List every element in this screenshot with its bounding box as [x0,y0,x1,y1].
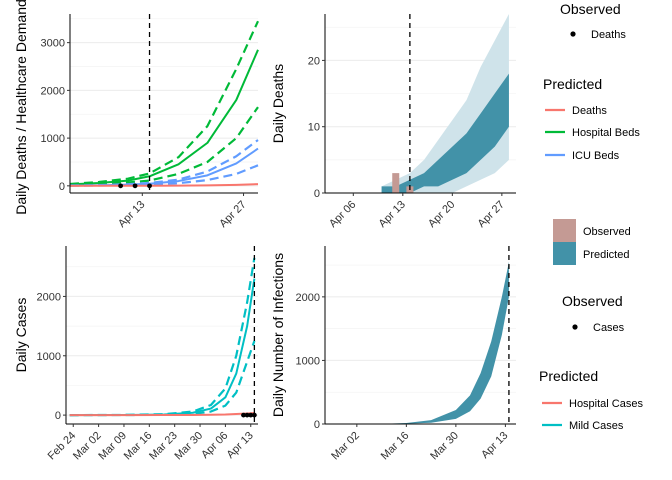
y-tick-label: 2000 [41,85,65,97]
icu-beds-upper-line [69,139,259,187]
x-tick-label: Mar 16 [379,430,412,463]
legend-cases: Observed Cases Predicted Hospital Cases … [539,293,643,432]
y-axis-title: Daily Number of Infections [270,253,286,417]
hospital-beds-median-line [69,49,259,186]
x-tick-label: Apr 13 [224,430,255,461]
x-tick-label: Apr 13 [116,199,147,230]
hospital-beds-upper-line [69,20,260,186]
predicted-band [381,261,509,424]
panel-daily-infections: 0 1000 2000 Mar 02 Mar 16 Mar 30 Apr 13 Daily N… [270,246,516,462]
legend-observed-title: Observed [560,1,621,17]
x-tick-label: Apr 13 [377,199,408,230]
icu-beds-median-line [69,147,259,187]
x-tick-label: Apr 06 [327,199,358,230]
legend-bar-fill: Observed Predicted [553,219,631,265]
y-tick-label: 1000 [41,133,65,145]
x-tick-label: Mar 30 [428,430,461,463]
legend-observed-fill-swatch [553,219,576,242]
y-tick-label: 2000 [296,292,320,304]
observed-point [248,412,254,418]
legend-observed-fill-label: Observed [583,226,631,238]
mild-cases-lower-line [69,340,256,417]
legend-predicted-title: Predicted [543,76,602,92]
observed-point [241,412,246,418]
observed-point [244,412,250,418]
y-tick-label: 0 [55,410,61,422]
panel-daily-deaths: 0 10 20 Apr 06 Apr 13 Apr 20 Apr 27 Daily Death… [270,14,516,230]
legend-mild-cases-label: Mild Cases [569,420,624,432]
y-axis-title: Daily Deaths [270,64,286,143]
legend-predicted-fill-label: Predicted [583,249,629,261]
legend-deaths-demands: Observed Deaths Predicted Deaths Hospita… [543,1,640,162]
x-tick-label: Apr 06 [199,430,230,461]
x-tick-label: Apr 13 [479,430,510,461]
legend-hospital-beds-label: Hospital Beds [572,127,640,139]
y-tick-label: 1000 [296,355,320,367]
mild-cases-upper-line [69,257,256,417]
y-tick-label: 1000 [37,351,61,363]
observed-bar [392,173,400,193]
y-tick-label: 2000 [37,291,61,303]
x-tick-label: Apr 27 [476,199,507,230]
y-tick-label: 3000 [41,38,65,50]
deaths-median-line [69,183,259,187]
y-tick-label: 0 [59,181,65,193]
observed-point [118,183,124,189]
x-tick-label: Apr 20 [426,199,457,230]
legend-observed-cases-label: Cases [593,322,625,334]
hospital-beds-lower-line [69,106,259,186]
y-tick-label: 0 [314,188,320,200]
legend-hospital-cases-label: Hospital Cases [569,398,643,410]
legend-observed-deaths-label: Deaths [591,29,626,41]
mild-cases-median-line [69,278,256,417]
y-tick-label: 0 [314,419,320,431]
legend-deaths-label: Deaths [572,105,607,117]
legend-icu-beds-label: ICU Beds [572,150,620,162]
x-tick-label: Mar 02 [329,430,362,463]
observed-point [132,183,138,189]
x-tick-label: Apr 27 [217,199,248,230]
x-tick-label: Mar 30 [172,430,205,463]
panel-healthcare-demands: 0 1000 2000 3000 Apr 13 Apr 27 Daily Deaths / … [13,0,260,230]
y-tick-label: 10 [308,122,320,134]
predicted-band [381,73,509,193]
legend-cases-observed-title: Observed [562,293,623,309]
legend-observed-deaths-swatch [570,31,576,37]
y-tick-label: 20 [308,55,320,67]
observed-point [251,412,257,418]
legend-predicted-fill-swatch [553,242,576,265]
y-axis-title: Daily Cases [13,298,29,373]
legend-observed-cases-swatch [572,324,578,330]
legend-cases-predicted-title: Predicted [539,368,598,384]
y-axis-title: Daily Deaths / Healthcare Demands [13,0,29,215]
